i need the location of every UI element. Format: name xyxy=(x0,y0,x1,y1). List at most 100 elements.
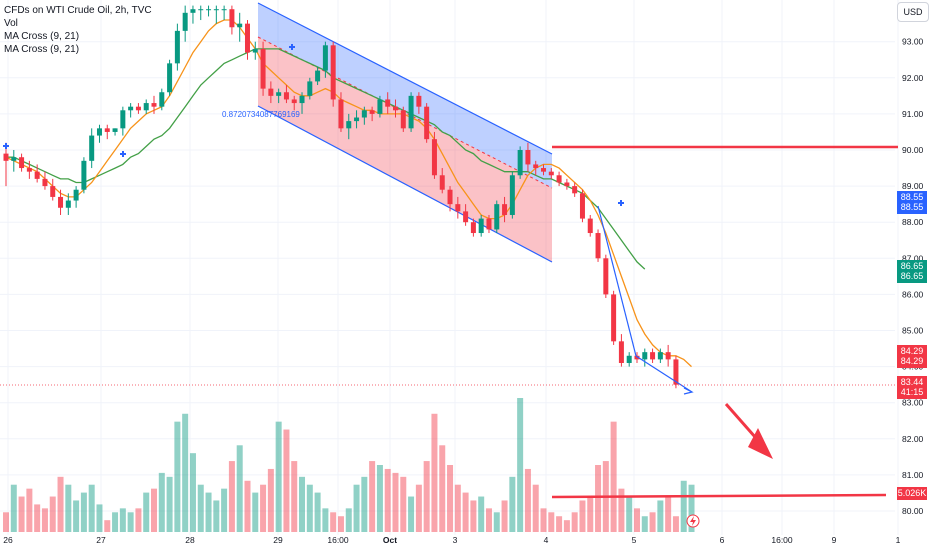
volume-bar xyxy=(532,484,539,532)
y-tick-label: 90.00 xyxy=(902,145,924,155)
volume-bar xyxy=(73,500,80,532)
x-tick-label: 27 xyxy=(96,535,106,545)
volume-bar xyxy=(291,461,298,532)
candle-body xyxy=(439,175,445,190)
volume-bar xyxy=(563,520,570,532)
candle-body xyxy=(377,99,383,114)
y-tick-label: 85.00 xyxy=(902,326,924,336)
candle-body xyxy=(19,157,25,169)
volume-bar xyxy=(26,488,33,532)
volume-bar xyxy=(330,512,337,532)
trend-line-b[interactable] xyxy=(635,355,693,393)
x-tick-label: 3 xyxy=(453,535,458,545)
candle-body xyxy=(548,171,554,176)
candle-body xyxy=(361,110,367,118)
volume-bar xyxy=(3,512,9,532)
volume-bar xyxy=(540,508,547,532)
candle-body xyxy=(143,103,149,111)
volume-bar xyxy=(267,468,274,532)
candle-body xyxy=(26,168,32,172)
volume-bar xyxy=(408,496,415,532)
legend-title[interactable]: CFDs on WTI Crude Oil, 2h, TVC xyxy=(4,5,152,16)
volume-bar xyxy=(384,468,391,532)
candle-body xyxy=(221,9,227,11)
ma-fast-line xyxy=(5,19,692,368)
volume-bar xyxy=(34,504,41,532)
legend-ma-cross-2[interactable]: MA Cross (9, 21) xyxy=(4,44,80,55)
volume-bar xyxy=(431,413,438,532)
volume-bar xyxy=(478,496,485,532)
volume-bar xyxy=(205,492,212,532)
candle-body xyxy=(525,150,531,165)
volume-bar xyxy=(337,516,344,532)
y-tick-label: 91.00 xyxy=(902,109,924,119)
price-tag: 84.29 84.29 xyxy=(897,345,927,369)
candle-body xyxy=(291,99,297,104)
grid-lines xyxy=(0,0,899,535)
volume-bar xyxy=(96,504,103,532)
trend-arrowhead xyxy=(683,387,694,395)
lightning-icon[interactable] xyxy=(686,514,700,528)
candle-body xyxy=(657,352,663,360)
volume-bar xyxy=(501,500,508,532)
volume-bar xyxy=(595,465,602,532)
candle-body xyxy=(73,189,79,201)
y-tick-label: 81.00 xyxy=(902,470,924,480)
volume-bar xyxy=(665,496,672,532)
candle-body xyxy=(276,92,282,96)
time-axis[interactable]: 26 27 28 29 16:00 Oct 3 4 5 6 16:00 9 1 xyxy=(3,535,900,545)
volume-bar xyxy=(688,484,695,532)
volume-bar xyxy=(439,445,446,532)
ma-fast-path xyxy=(5,19,692,368)
volume-bar xyxy=(252,492,259,532)
x-tick-label: 28 xyxy=(185,535,195,545)
candle-body xyxy=(354,117,360,122)
volume-bar xyxy=(228,461,235,532)
candle-body xyxy=(244,23,250,53)
volume-bars xyxy=(3,398,695,532)
x-tick-label: 16:00 xyxy=(771,535,793,545)
volume-bar xyxy=(447,465,454,532)
volume-bar xyxy=(649,512,656,532)
volume-bar xyxy=(657,500,664,532)
candle-body xyxy=(151,103,157,107)
volume-line[interactable] xyxy=(551,493,887,499)
volume-bar xyxy=(524,468,531,532)
candle-body xyxy=(206,9,212,11)
volume-bar xyxy=(376,465,383,532)
legend-ma-cross-1[interactable]: MA Cross (9, 21) xyxy=(4,31,80,42)
candle-body xyxy=(618,341,624,363)
volume-bar xyxy=(41,508,48,532)
candle-body xyxy=(120,110,126,129)
volume-bar xyxy=(104,520,111,532)
candle-body xyxy=(556,175,562,183)
drawings[interactable] xyxy=(0,44,898,528)
candle-body xyxy=(611,294,617,342)
candle-body xyxy=(322,45,328,71)
volume-bar xyxy=(517,398,524,532)
trend-line-a[interactable] xyxy=(597,205,637,357)
volume-bar xyxy=(633,508,640,532)
volume-bar xyxy=(470,500,477,532)
y-tick-label: 83.00 xyxy=(902,398,924,408)
candle-body xyxy=(431,139,437,176)
chart-legend: CFDs on WTI Crude Oil, 2h, TVC Vol MA Cr… xyxy=(4,4,152,56)
legend-vol[interactable]: Vol xyxy=(4,18,18,29)
y-tick-label: 93.00 xyxy=(902,37,924,47)
candle-body xyxy=(299,95,305,104)
candle-body xyxy=(315,70,321,82)
volume-bar xyxy=(49,496,56,532)
candle-body xyxy=(252,48,258,53)
forecast-arrowhead xyxy=(748,428,773,459)
channel-upper-line[interactable] xyxy=(257,2,553,155)
cross-marker-2 xyxy=(120,151,126,157)
candle-body xyxy=(50,186,56,197)
price-tag-line: 88.55 xyxy=(900,192,924,203)
volume-bar xyxy=(260,484,267,532)
channel-lower-line[interactable] xyxy=(257,105,553,263)
volume-bar xyxy=(151,488,158,532)
candle-body xyxy=(112,128,118,132)
candle-body xyxy=(135,106,141,111)
currency-button[interactable]: USD xyxy=(897,2,929,22)
